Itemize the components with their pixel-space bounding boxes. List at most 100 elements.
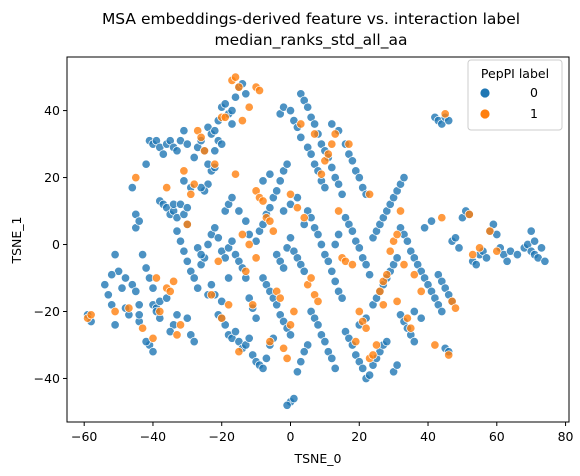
point-label-1 xyxy=(347,260,357,270)
point-label-1 xyxy=(165,286,175,296)
point-label-0 xyxy=(296,132,306,142)
point-label-0 xyxy=(337,189,347,199)
point-label-1 xyxy=(224,300,234,310)
point-label-1 xyxy=(378,300,388,310)
point-label-0 xyxy=(127,183,137,193)
point-label-1 xyxy=(244,102,254,112)
point-label-0 xyxy=(234,206,244,216)
point-label-1 xyxy=(323,149,333,159)
point-label-0 xyxy=(347,156,357,166)
point-label-1 xyxy=(148,333,158,343)
point-label-0 xyxy=(313,229,323,240)
legend-title: PepPI label xyxy=(481,66,549,81)
point-label-1 xyxy=(162,183,172,193)
point-label-1 xyxy=(199,146,210,156)
point-label-0 xyxy=(182,139,192,149)
point-label-1 xyxy=(234,82,244,92)
point-label-0 xyxy=(148,347,158,357)
point-label-1 xyxy=(444,350,454,360)
point-label-0 xyxy=(182,203,192,213)
point-label-0 xyxy=(179,126,189,136)
point-label-1 xyxy=(230,169,241,179)
point-label-1 xyxy=(395,206,406,216)
point-label-1 xyxy=(110,306,120,317)
point-label-1 xyxy=(344,139,354,149)
point-label-0 xyxy=(282,159,292,169)
point-label-0 xyxy=(172,146,182,156)
point-label-1 xyxy=(213,256,223,266)
y-tick-label: −20 xyxy=(34,304,60,319)
point-label-0 xyxy=(261,353,271,363)
point-label-1 xyxy=(351,337,361,347)
point-label-1 xyxy=(327,139,337,149)
point-label-1 xyxy=(234,347,244,357)
point-label-0 xyxy=(182,313,192,323)
point-label-0 xyxy=(303,102,313,112)
point-label-1 xyxy=(265,337,275,347)
point-label-0 xyxy=(100,280,110,290)
point-label-0 xyxy=(258,176,268,186)
point-label-0 xyxy=(220,99,230,109)
point-label-0 xyxy=(327,119,337,129)
x-axis-label: TSNE_0 xyxy=(293,451,341,466)
point-label-0 xyxy=(361,260,371,270)
point-label-0 xyxy=(172,310,182,320)
point-label-1 xyxy=(155,306,165,317)
point-label-1 xyxy=(485,226,495,236)
y-tick-label: 0 xyxy=(52,237,60,252)
point-label-1 xyxy=(399,260,409,270)
point-label-1 xyxy=(368,350,378,360)
point-label-0 xyxy=(134,310,144,320)
point-label-1 xyxy=(406,323,416,333)
point-label-0 xyxy=(189,152,199,163)
point-label-0 xyxy=(189,337,199,347)
point-label-0 xyxy=(310,119,320,129)
point-label-0 xyxy=(481,253,492,263)
point-label-1 xyxy=(244,239,254,250)
point-label-0 xyxy=(450,233,461,243)
point-label-0 xyxy=(172,226,182,236)
point-label-0 xyxy=(227,193,237,203)
point-label-0 xyxy=(337,293,347,303)
point-label-0 xyxy=(227,236,237,246)
point-label-0 xyxy=(217,139,227,149)
point-label-1 xyxy=(172,330,182,340)
point-label-0 xyxy=(347,226,357,236)
point-label-1 xyxy=(279,343,289,353)
point-label-1 xyxy=(365,189,375,199)
point-label-1 xyxy=(182,219,192,229)
x-tick-label: −20 xyxy=(209,429,235,444)
point-label-0 xyxy=(148,283,158,293)
point-label-0 xyxy=(334,229,344,240)
point-label-1 xyxy=(254,85,265,96)
point-label-0 xyxy=(227,119,237,129)
point-label-0 xyxy=(354,243,364,253)
point-label-0 xyxy=(399,173,409,183)
point-label-1 xyxy=(361,323,371,333)
point-label-0 xyxy=(227,106,237,116)
point-label-1 xyxy=(310,129,320,139)
point-label-0 xyxy=(316,239,326,250)
point-label-1 xyxy=(492,246,502,256)
point-label-0 xyxy=(358,363,368,373)
point-label-0 xyxy=(530,236,540,246)
point-label-1 xyxy=(437,213,447,223)
chart-subtitle: median_ranks_std_all_aa xyxy=(215,31,408,50)
point-label-1 xyxy=(248,300,258,310)
x-tick-label: 40 xyxy=(420,429,436,444)
point-label-0 xyxy=(471,260,481,270)
point-label-0 xyxy=(272,186,282,196)
point-label-0 xyxy=(330,239,340,250)
point-label-0 xyxy=(437,306,447,317)
point-label-0 xyxy=(138,250,148,260)
point-label-1 xyxy=(416,286,426,296)
point-label-0 xyxy=(327,162,337,173)
point-label-0 xyxy=(299,347,309,357)
point-label-0 xyxy=(526,226,536,236)
point-label-0 xyxy=(285,106,296,116)
point-label-1 xyxy=(440,109,450,119)
point-label-1 xyxy=(285,320,296,330)
point-label-1 xyxy=(124,303,134,313)
point-label-1 xyxy=(475,243,485,253)
